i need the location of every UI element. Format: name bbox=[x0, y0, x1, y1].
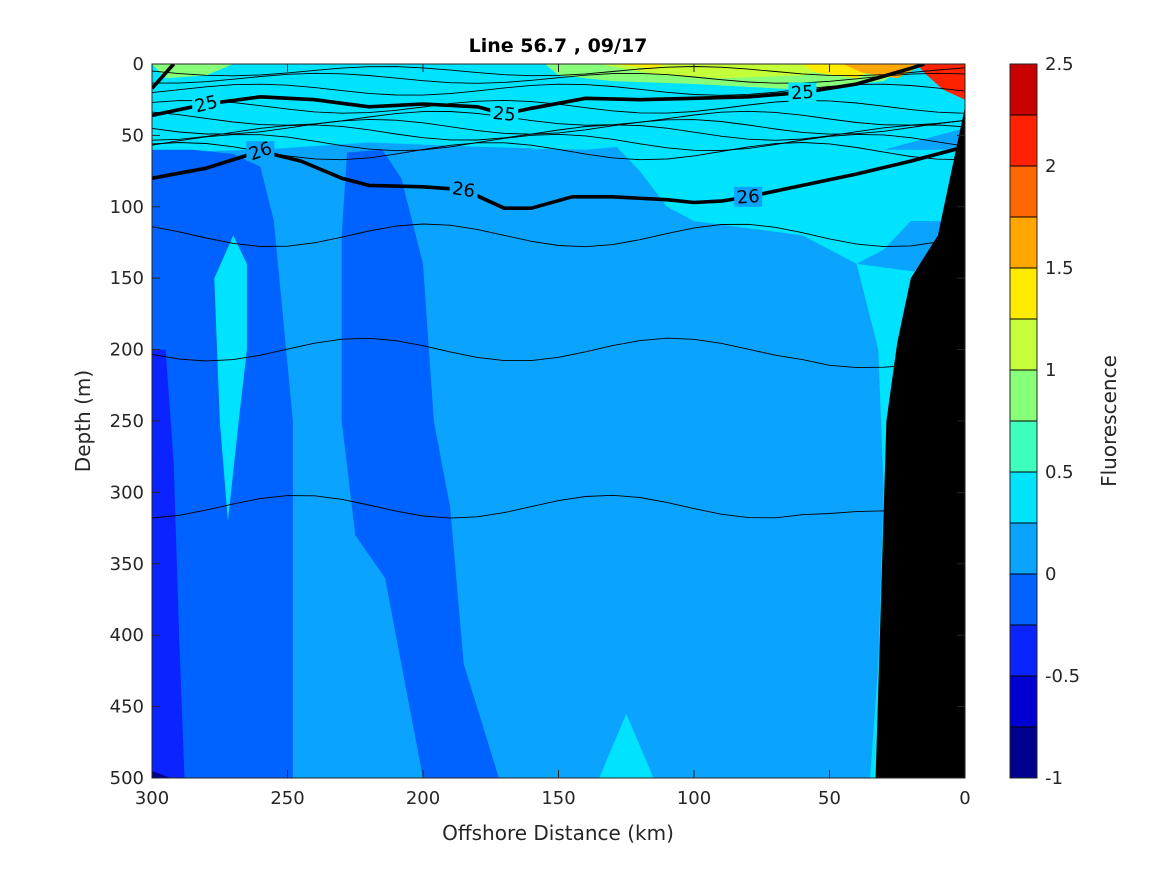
colorbar-tick-label: -0.5 bbox=[1045, 666, 1080, 687]
colorbar-swatch bbox=[1010, 421, 1037, 472]
fill-region-8 bbox=[152, 149, 293, 778]
x-tick-label: 100 bbox=[677, 788, 711, 809]
y-tick-label: 200 bbox=[110, 340, 144, 361]
colorbar-tick-label: 2 bbox=[1045, 156, 1056, 177]
density-contour-thin-2 bbox=[152, 83, 965, 96]
colorbar-swatch bbox=[1010, 64, 1037, 115]
colorbar-swatch bbox=[1010, 625, 1037, 676]
fluorescence-fill bbox=[152, 64, 965, 778]
x-tick-label: 250 bbox=[270, 788, 304, 809]
x-tick-label: 0 bbox=[959, 788, 970, 809]
contour-label-bg bbox=[246, 141, 275, 162]
colorbar-tick-label: 2.5 bbox=[1045, 54, 1074, 75]
x-tick-label: 50 bbox=[818, 788, 841, 809]
y-tick-label: 50 bbox=[121, 125, 144, 146]
fill-region-10 bbox=[152, 349, 185, 778]
y-tick-label: 400 bbox=[110, 625, 144, 646]
colorbar-tick-label: -1 bbox=[1045, 768, 1063, 789]
y-tick-label: 300 bbox=[110, 482, 144, 503]
colorbar-swatch bbox=[1010, 370, 1037, 421]
fill-region-7 bbox=[916, 64, 965, 100]
density-contour-thin-1 bbox=[152, 72, 965, 84]
colorbar-swatch bbox=[1010, 676, 1037, 727]
chart-title: Line 56.7 , 09/17 bbox=[469, 35, 648, 57]
colorbar-swatch bbox=[1010, 166, 1037, 217]
density-contour-thin-0 bbox=[152, 66, 965, 77]
contour-label-26: 26 bbox=[451, 178, 477, 202]
y-tick-label: 150 bbox=[110, 268, 144, 289]
density-contours bbox=[152, 64, 965, 527]
colorbar-swatch bbox=[1010, 472, 1037, 523]
y-tick-label: 0 bbox=[133, 54, 144, 75]
colorbar-tick-label: 0 bbox=[1045, 564, 1056, 585]
x-tick-label: 200 bbox=[406, 788, 440, 809]
colorbar-tick-label: 1 bbox=[1045, 360, 1056, 381]
fill-region-11 bbox=[152, 770, 171, 778]
y-tick-label: 350 bbox=[110, 554, 144, 575]
colorbar-swatch bbox=[1010, 523, 1037, 574]
x-axis-label: Offshore Distance (km) bbox=[442, 821, 674, 845]
y-axis: 0 50 100 150 200 250 300 350 400 450 500 bbox=[110, 54, 965, 789]
density-contour-thin-9 bbox=[152, 223, 965, 248]
density-contour-thin-8 bbox=[152, 142, 965, 161]
shelf-polygon bbox=[875, 106, 965, 778]
density-contour-thin-10 bbox=[152, 337, 965, 369]
density-contour-thin-5 bbox=[152, 118, 965, 135]
y-tick-label: 100 bbox=[110, 197, 144, 218]
fill-region-4 bbox=[612, 64, 667, 69]
colorbar-frame bbox=[1009, 63, 1038, 779]
colorbar: -1 -0.5 0 0.5 1 1.5 2 2.5 bbox=[1009, 54, 1080, 789]
colorbar-swatch bbox=[1010, 115, 1037, 166]
colorbar-swatch bbox=[1010, 217, 1037, 268]
colorbar-label: Fluorescence bbox=[1097, 355, 1121, 487]
contour-label-bg bbox=[788, 82, 817, 103]
density-contour-24-fragment bbox=[152, 64, 176, 90]
colorbar-swatch bbox=[1010, 727, 1037, 778]
y-axis-label: Depth (m) bbox=[71, 370, 95, 472]
y-tick-label: 250 bbox=[110, 411, 144, 432]
y-tick-label: 450 bbox=[110, 697, 144, 718]
contour-label-bg bbox=[490, 103, 519, 124]
shelf-mask bbox=[875, 106, 965, 778]
density-contour-thin-6 bbox=[152, 124, 965, 141]
colorbar-swatch bbox=[1010, 319, 1037, 370]
colorbar-swatch bbox=[1010, 268, 1037, 319]
contour-label-bg bbox=[734, 186, 763, 207]
density-contour-thin-11 bbox=[152, 494, 965, 527]
plot-area bbox=[152, 64, 965, 778]
y-tick-label: 500 bbox=[110, 768, 144, 789]
colorbar-tick-label: 0.5 bbox=[1045, 462, 1074, 483]
x-axis: 300 250 200 150 100 50 0 bbox=[135, 64, 971, 809]
x-tick-label: 150 bbox=[541, 788, 575, 809]
contour-label-25: 25 bbox=[492, 103, 517, 126]
colorbar-swatch bbox=[1010, 574, 1037, 625]
colorbar-tick-label: 1.5 bbox=[1045, 258, 1074, 279]
contour-label-26: 26 bbox=[736, 186, 760, 209]
density-contour-26 bbox=[152, 145, 965, 210]
fill-region-15 bbox=[599, 713, 654, 778]
density-contour-thin-7 bbox=[152, 133, 965, 152]
fill-region-9 bbox=[341, 149, 499, 778]
fill-region-12 bbox=[214, 235, 247, 521]
contour-label-bg bbox=[192, 93, 221, 114]
density-contour-25 bbox=[152, 64, 925, 118]
contour-label-bg bbox=[449, 179, 478, 200]
contour-label-25: 25 bbox=[790, 82, 814, 105]
x-tick-label: 300 bbox=[135, 788, 169, 809]
